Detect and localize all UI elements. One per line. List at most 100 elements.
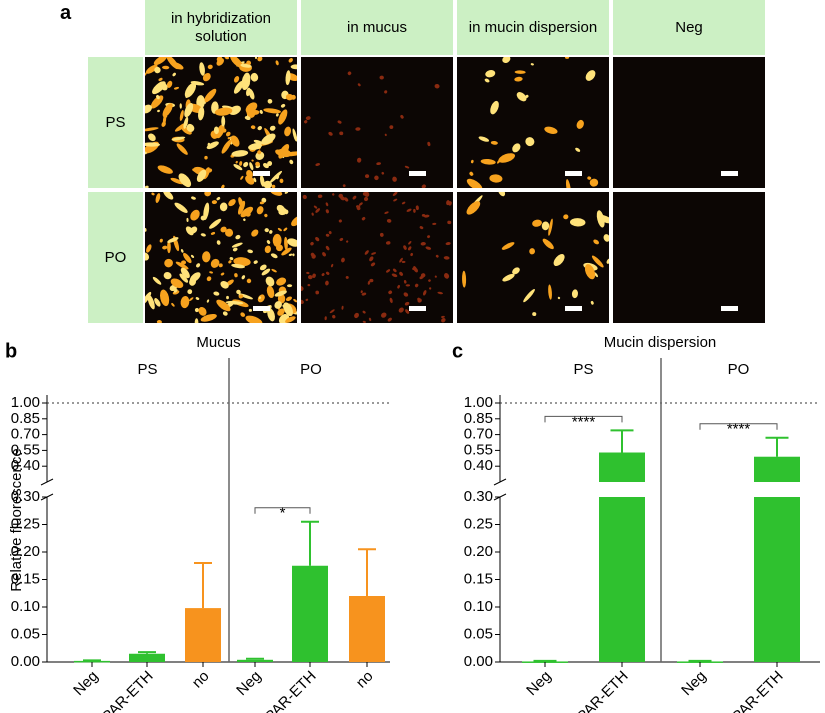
speck: [413, 208, 416, 213]
bar: [74, 660, 110, 663]
scale-bar: [721, 171, 738, 176]
speck: [384, 211, 389, 214]
speck: [325, 280, 329, 286]
significance-bracket: [254, 507, 311, 514]
significance-label: *: [280, 505, 286, 522]
micrograph-texture: [462, 192, 609, 317]
speck: [404, 301, 410, 306]
speck: [259, 109, 263, 114]
speck: [501, 242, 515, 250]
speck: [284, 192, 289, 194]
speck: [310, 252, 315, 257]
speck: [361, 217, 366, 221]
speck: [227, 137, 231, 140]
axis-break: [493, 478, 507, 486]
group-label: PO: [728, 361, 750, 378]
speck: [234, 76, 240, 83]
speck: [284, 209, 289, 215]
speck: [606, 258, 609, 264]
y-tick-label: 0.25: [11, 515, 40, 532]
speck: [484, 78, 490, 83]
speck: [213, 126, 219, 135]
speck: [194, 318, 199, 323]
speck: [603, 234, 609, 242]
speck: [145, 72, 147, 76]
speck: [220, 280, 229, 289]
speck: [214, 107, 233, 116]
speck: [145, 127, 159, 132]
speck: [204, 155, 208, 160]
speck: [342, 184, 346, 188]
speck: [164, 258, 173, 268]
speck: [185, 95, 188, 98]
speck: [178, 173, 192, 188]
speck: [187, 289, 193, 295]
speck: [170, 177, 184, 185]
y-tick-label: 0.00: [11, 653, 40, 670]
speck: [277, 308, 285, 316]
speck: [228, 199, 236, 207]
speck: [306, 271, 310, 275]
speck: [186, 217, 189, 223]
speck: [530, 63, 534, 66]
speck: [374, 175, 379, 181]
speck: [386, 218, 392, 223]
speck: [587, 176, 592, 180]
speck: [146, 244, 152, 253]
axis-break: [40, 478, 54, 486]
speck: [357, 83, 361, 87]
speck: [202, 73, 211, 82]
micrograph: [301, 57, 453, 188]
speck: [263, 108, 281, 114]
speck: [329, 309, 335, 314]
column-header: in hybridization solution: [145, 0, 297, 55]
speck: [293, 298, 297, 303]
speck: [529, 248, 536, 255]
speck: [362, 192, 367, 196]
speck: [145, 252, 150, 261]
speck: [369, 256, 374, 262]
speck: [399, 257, 403, 263]
speck: [434, 83, 440, 89]
speck: [198, 307, 207, 316]
bar: [754, 497, 800, 662]
speck: [332, 193, 335, 196]
speck: [186, 123, 195, 132]
speck: [292, 128, 297, 142]
speck: [288, 253, 293, 256]
error-bar: [765, 436, 789, 457]
speck: [307, 283, 311, 287]
speck: [206, 299, 210, 303]
micrograph-texture: [721, 171, 738, 176]
speck: [207, 168, 213, 173]
speck: [403, 245, 407, 250]
bar-upper: [754, 456, 800, 482]
speck: [275, 60, 279, 66]
speck: [346, 240, 349, 243]
speck: [330, 263, 334, 268]
speck: [257, 294, 265, 303]
speck: [233, 164, 243, 171]
speck: [441, 317, 446, 323]
speck: [179, 273, 189, 283]
speck: [232, 247, 238, 252]
speck: [184, 102, 194, 118]
speck: [145, 141, 160, 154]
x-tick-label: PAR-ETH: [262, 668, 320, 713]
speck: [276, 244, 283, 252]
micrograph-texture: [721, 306, 738, 311]
speck: [584, 264, 596, 280]
speck: [285, 94, 294, 101]
speck: [148, 133, 156, 142]
speck: [352, 195, 357, 200]
speck: [434, 275, 437, 278]
speck: [224, 57, 230, 60]
speck: [585, 70, 596, 81]
speck: [154, 298, 161, 307]
y-tick-label: 0.70: [11, 426, 40, 443]
speck: [384, 133, 387, 137]
speck: [157, 86, 163, 90]
speck: [183, 252, 192, 264]
speck: [257, 126, 263, 131]
